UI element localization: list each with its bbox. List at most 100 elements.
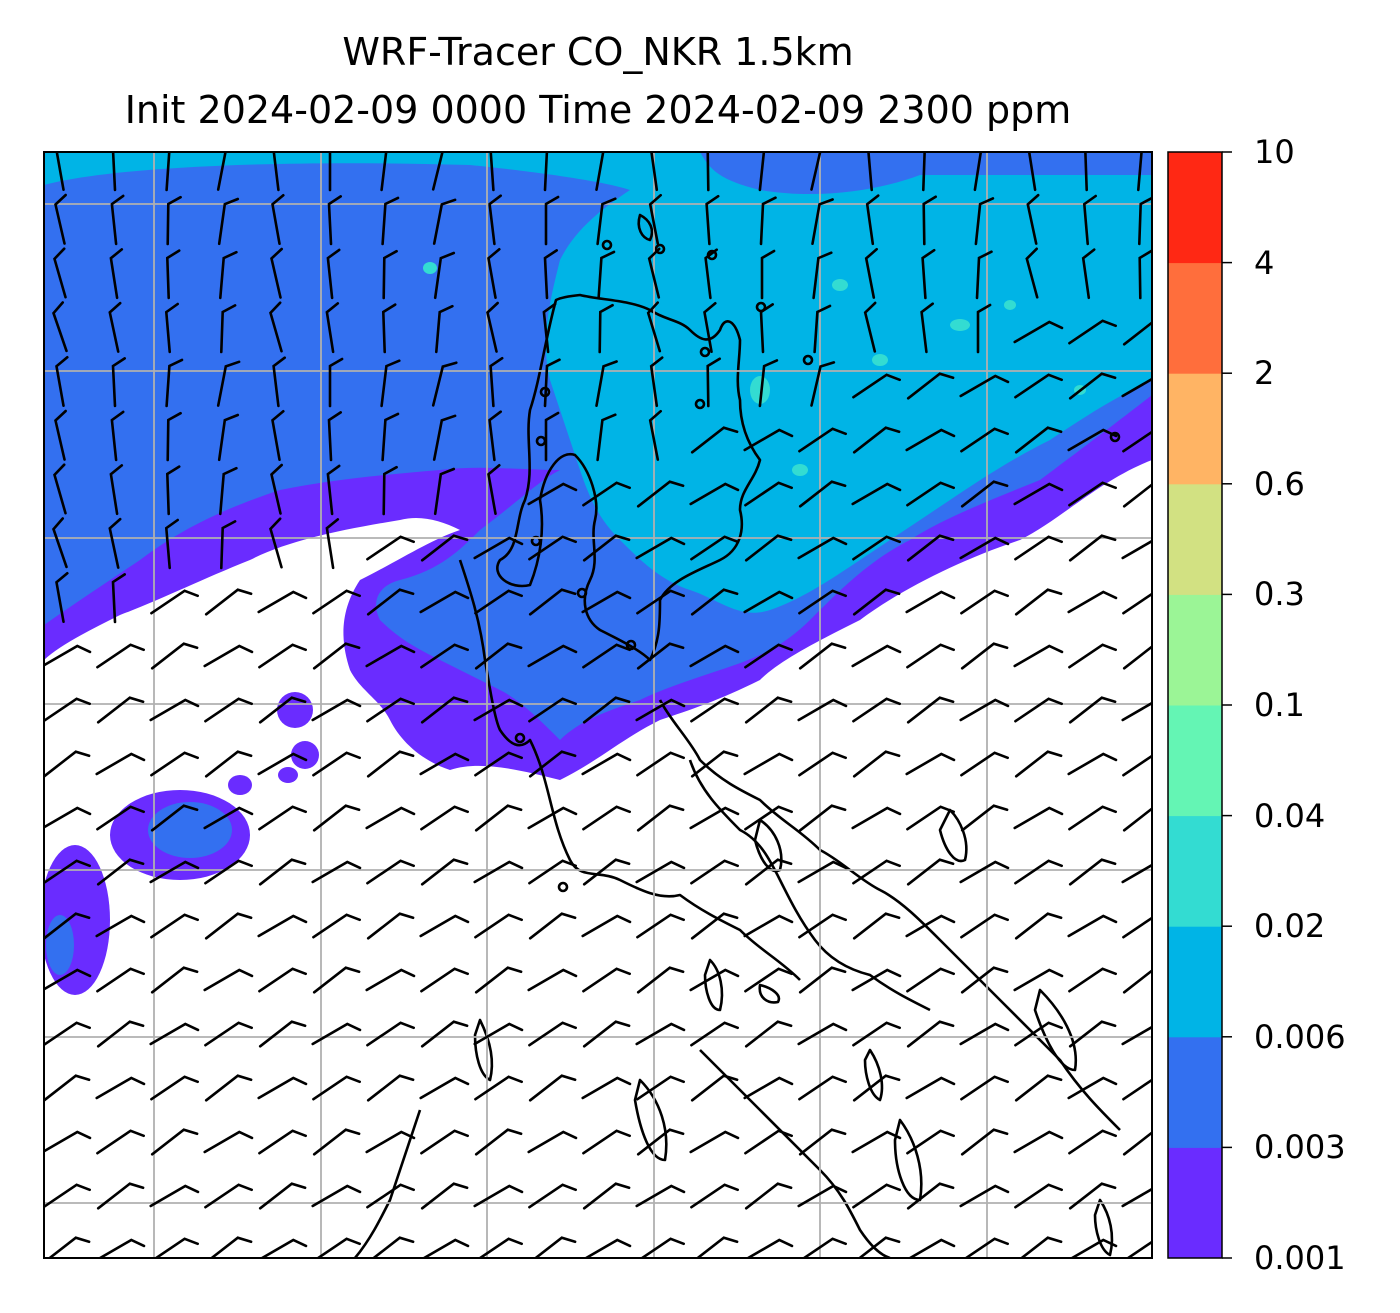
wind-barb xyxy=(216,360,241,407)
plume-fleck xyxy=(872,354,888,366)
wind-barb xyxy=(1121,1025,1152,1046)
wind-barb xyxy=(421,1238,470,1258)
wind-barb xyxy=(474,589,523,615)
wind-barb xyxy=(758,152,766,192)
wind-barb xyxy=(635,698,686,722)
wind-barb xyxy=(744,534,793,562)
wind-barb xyxy=(312,966,361,994)
wind-barb xyxy=(96,696,145,724)
wind-barb xyxy=(1014,1074,1063,1102)
wind-barb xyxy=(204,1074,253,1102)
wind-barb xyxy=(744,1182,793,1210)
wind-barb xyxy=(595,152,605,191)
wind-barb xyxy=(582,696,631,724)
wind-barb xyxy=(95,752,146,776)
wind-barb xyxy=(432,414,457,461)
wind-barb xyxy=(258,643,307,669)
wind-barb xyxy=(419,1076,470,1100)
wind-barb xyxy=(488,410,502,462)
wind-barb xyxy=(96,967,145,993)
wind-barb xyxy=(204,697,253,723)
wind-barb xyxy=(690,859,739,885)
wind-barb xyxy=(420,696,469,724)
wind-barb xyxy=(1068,805,1117,831)
wind-barb xyxy=(420,534,469,562)
wind-barb xyxy=(203,1130,254,1154)
wind-barb xyxy=(366,859,415,885)
wind-barb xyxy=(959,698,1010,722)
wind-barb xyxy=(1014,912,1063,940)
wind-barb xyxy=(527,482,578,506)
wind-barb xyxy=(543,249,558,300)
wind-barb xyxy=(44,912,91,940)
plume-blob xyxy=(228,775,252,795)
wind-barb xyxy=(582,481,631,507)
wind-barb xyxy=(959,536,1010,560)
wind-barb xyxy=(108,301,122,353)
wind-barb xyxy=(852,750,901,778)
wind-barb xyxy=(905,914,956,938)
wind-barb xyxy=(1013,968,1064,992)
wind-barb xyxy=(1122,1131,1152,1156)
wind-barb xyxy=(53,247,67,299)
wind-barb xyxy=(220,520,237,570)
colorbar-tick-label: 0.3 xyxy=(1254,575,1305,614)
wind-barb xyxy=(380,152,388,192)
wind-barb xyxy=(797,698,848,722)
wind-barb xyxy=(544,195,560,246)
wind-barb xyxy=(852,588,901,616)
wind-barb xyxy=(867,152,873,192)
wind-barb xyxy=(639,1237,685,1258)
colorbar-tick-label: 0.1 xyxy=(1254,686,1305,724)
wind-barb xyxy=(544,411,560,462)
wind-barb xyxy=(690,588,739,616)
plume-fleck xyxy=(1004,300,1016,310)
wind-barb xyxy=(582,643,631,669)
wind-barb xyxy=(203,806,254,830)
wind-barb xyxy=(533,1236,577,1258)
plume-fleck xyxy=(423,262,437,274)
wind-barb xyxy=(435,304,454,354)
wind-barb xyxy=(759,303,774,354)
wind-barb xyxy=(798,1128,847,1156)
wind-barb xyxy=(905,752,956,776)
wind-barb xyxy=(906,1129,955,1155)
wind-barb xyxy=(257,752,308,776)
wind-barb xyxy=(743,752,794,776)
wind-barb xyxy=(801,1237,847,1258)
wind-barb xyxy=(1068,319,1117,345)
wind-barb xyxy=(906,1020,955,1048)
wind-barb xyxy=(433,467,456,516)
wind-barb xyxy=(959,1184,1010,1208)
wind-barb xyxy=(489,356,504,408)
wind-barb xyxy=(744,696,793,724)
wind-barb xyxy=(95,1076,146,1100)
wind-barb xyxy=(258,1020,307,1048)
wind-barb xyxy=(1068,372,1117,400)
wind-barb xyxy=(527,1130,578,1154)
wind-barb xyxy=(582,1020,631,1048)
coastline-west-shore xyxy=(458,559,801,981)
wind-barb xyxy=(419,752,470,776)
wind-barb xyxy=(269,301,283,353)
wind-barb xyxy=(97,1238,146,1258)
wind-barb xyxy=(1013,806,1064,830)
wind-barb xyxy=(487,464,501,515)
wind-barb xyxy=(905,1076,956,1100)
wind-barb xyxy=(745,1238,794,1258)
plume-fleck xyxy=(950,319,970,331)
wind-barb xyxy=(204,588,253,616)
wind-barb xyxy=(312,642,361,670)
wind-barb xyxy=(474,804,523,832)
coastline-island xyxy=(703,958,724,1012)
wind-barb xyxy=(852,1074,901,1102)
wind-barb xyxy=(149,698,200,722)
wind-barb xyxy=(44,750,91,778)
wind-barb xyxy=(703,302,717,353)
wind-barb xyxy=(596,413,617,462)
wind-barb xyxy=(380,359,401,408)
wind-barb xyxy=(689,806,740,830)
wind-barb xyxy=(582,858,631,886)
wind-barb xyxy=(959,1022,1010,1046)
wind-barb xyxy=(311,698,362,722)
